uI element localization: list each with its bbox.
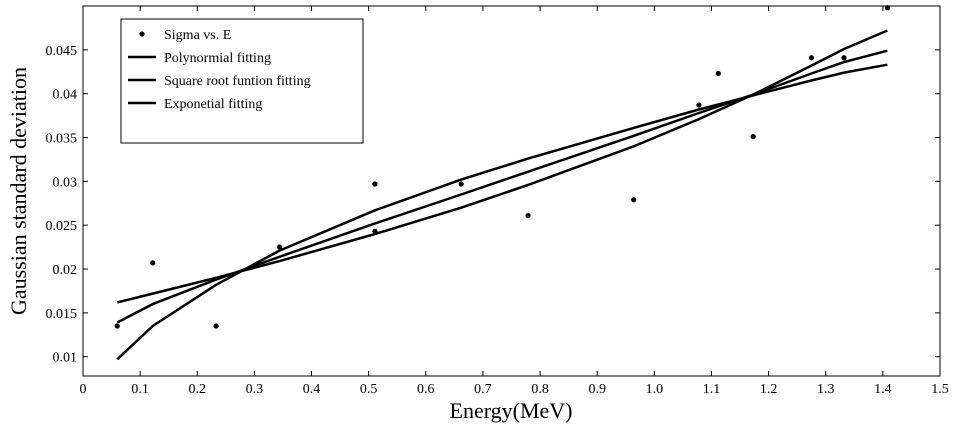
data-point bbox=[715, 70, 721, 77]
x-tick-label: 0.9 bbox=[588, 382, 606, 397]
x-axis-ticks: 0 0.1 0.2 0.3 0.4 0.5 0.6 0.7 0.8 0.9 1.0 1.1 1.2 1.3… bbox=[80, 6, 949, 397]
x-tick-label: 1.4 bbox=[874, 382, 892, 397]
data-point bbox=[372, 228, 378, 234]
y-axis-title: Gaussian standard deviation bbox=[6, 67, 31, 315]
data-point bbox=[213, 323, 219, 329]
y-axis-ticks: 0.01 0.015 0.02 0.025 0.03 0.035 0.04 0.045 bbox=[46, 44, 940, 366]
data-point bbox=[458, 181, 464, 187]
data-point bbox=[884, 5, 891, 11]
fit-line-2 bbox=[116, 63, 888, 361]
x-tick-label: 0.1 bbox=[131, 382, 149, 397]
x-tick-label: 1.3 bbox=[817, 382, 835, 397]
legend-label-sqrt: Square root funtion fitting bbox=[164, 74, 311, 89]
legend: Sigma vs. E Polynormial fitting Square r… bbox=[120, 18, 364, 144]
legend-marker-points bbox=[139, 31, 145, 37]
data-point bbox=[808, 55, 815, 61]
legend-box bbox=[120, 18, 364, 144]
data-points bbox=[114, 5, 891, 329]
x-tick-label: 0.5 bbox=[360, 382, 378, 397]
y-tick-label: 0.015 bbox=[46, 307, 78, 322]
y-tick-label: 0.01 bbox=[53, 351, 78, 366]
x-tick-label: 0 bbox=[80, 382, 87, 397]
y-tick-label: 0.03 bbox=[53, 175, 78, 190]
x-tick-label: 0.7 bbox=[474, 382, 492, 397]
legend-label-exponential: Exponetial fitting bbox=[164, 97, 262, 112]
data-point bbox=[841, 55, 847, 61]
data-point bbox=[631, 197, 637, 203]
x-tick-label: 0.4 bbox=[303, 382, 321, 397]
x-tick-label: 0.6 bbox=[417, 382, 435, 397]
y-tick-label: 0.02 bbox=[53, 263, 78, 278]
x-tick-label: 1.2 bbox=[760, 382, 778, 397]
data-point bbox=[276, 244, 283, 250]
x-tick-label: 1.5 bbox=[931, 382, 949, 397]
data-point bbox=[150, 260, 156, 266]
fit-line-1 bbox=[116, 49, 888, 324]
x-tick-label: 0.2 bbox=[189, 382, 207, 397]
x-tick-label: 1.1 bbox=[703, 382, 721, 397]
data-point bbox=[696, 102, 702, 108]
x-axis-title: Energy(MeV) bbox=[450, 398, 573, 423]
y-tick-label: 0.035 bbox=[46, 132, 78, 147]
x-tick-label: 0.8 bbox=[531, 382, 549, 397]
data-point bbox=[750, 134, 756, 140]
y-tick-label: 0.025 bbox=[46, 219, 78, 234]
x-tick-label: 1.0 bbox=[646, 382, 664, 397]
legend-label-points: Sigma vs. E bbox=[164, 28, 231, 43]
legend-label-polynomial: Polynormial fitting bbox=[164, 51, 271, 66]
fit-lines bbox=[116, 29, 888, 361]
fit-line-3 bbox=[116, 29, 888, 304]
x-tick-label: 0.3 bbox=[246, 382, 264, 397]
y-tick-label: 0.045 bbox=[46, 44, 78, 59]
data-point bbox=[114, 323, 120, 329]
data-point bbox=[525, 212, 531, 219]
y-tick-label: 0.04 bbox=[53, 88, 78, 103]
data-point bbox=[372, 181, 378, 187]
